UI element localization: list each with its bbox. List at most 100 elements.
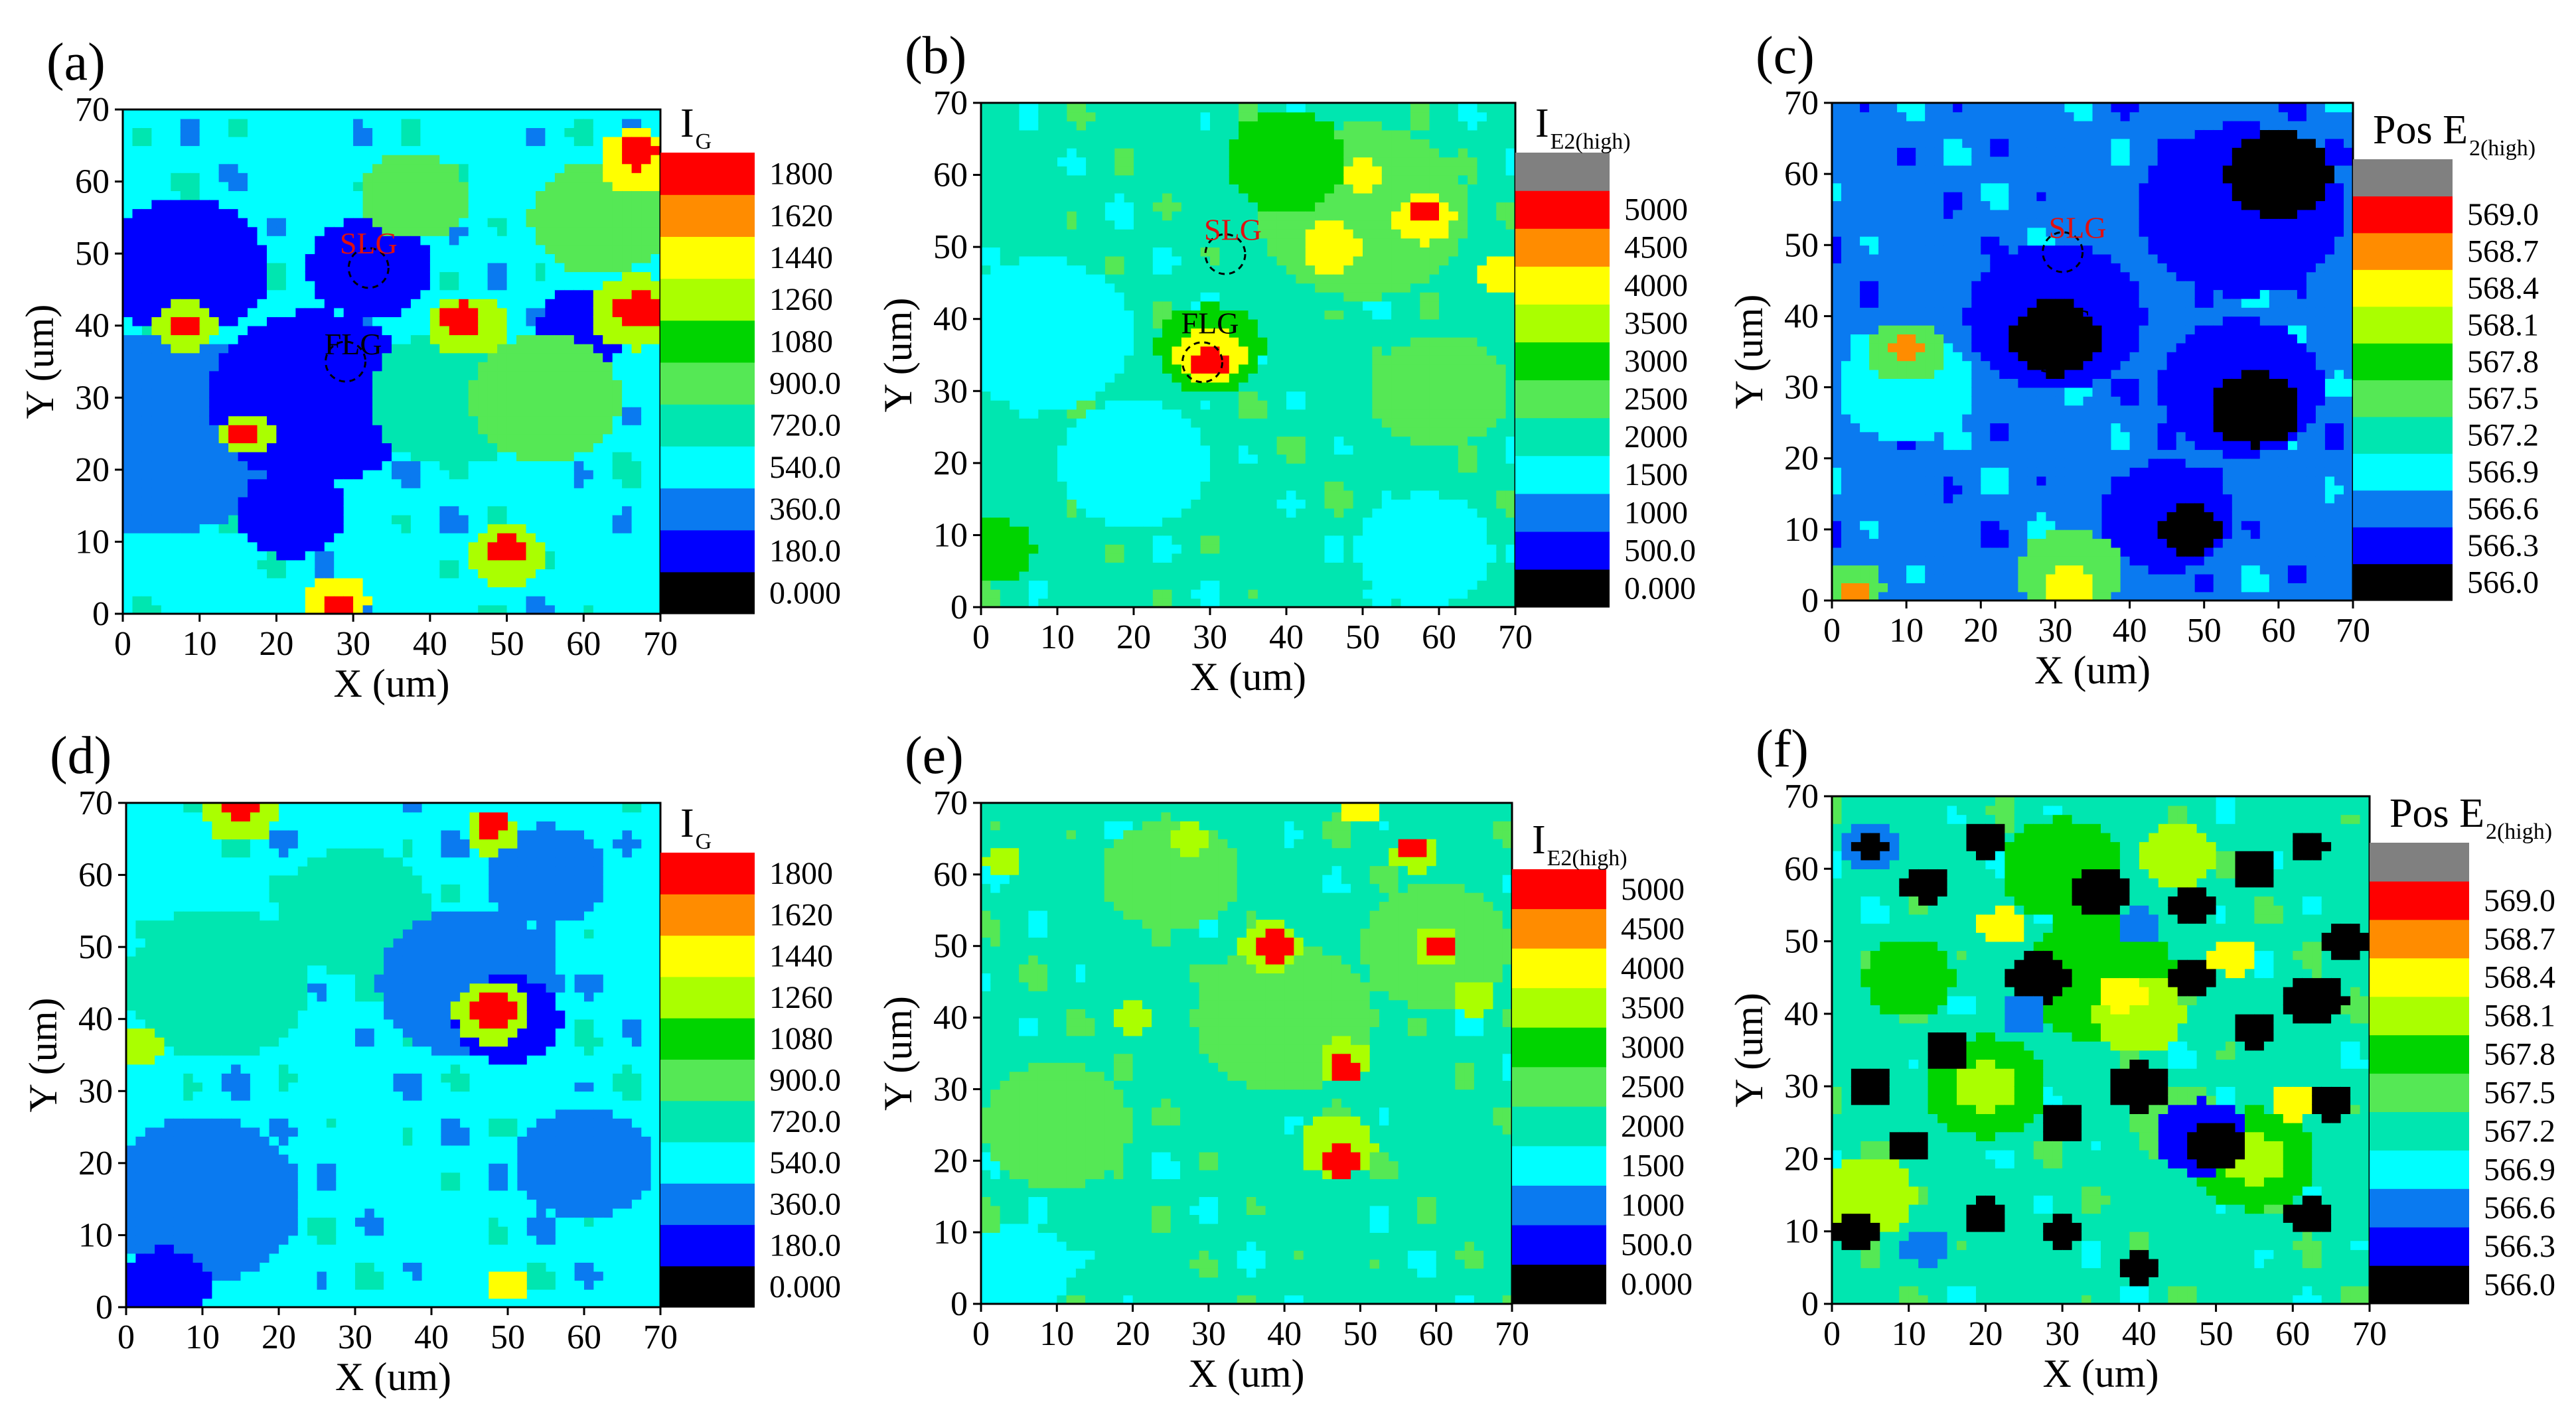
heatmap-cell xyxy=(429,317,441,326)
heatmap-cell xyxy=(1010,382,1020,392)
heatmap-cell xyxy=(631,362,642,372)
heatmap-cell xyxy=(1076,111,1087,121)
heatmap-cell xyxy=(218,317,229,326)
heatmap-cell xyxy=(981,147,992,158)
heatmap-cell xyxy=(285,307,297,317)
heatmap-cell xyxy=(171,488,181,498)
heatmap-cell xyxy=(1162,526,1173,536)
heatmap-cell xyxy=(141,569,153,579)
heatmap-cell xyxy=(990,103,1001,113)
y-tick-label: 70 xyxy=(75,91,110,129)
heatmap-cell xyxy=(622,569,633,579)
heatmap-cell xyxy=(506,577,517,588)
heatmap-cell xyxy=(420,451,431,462)
heatmap-cell xyxy=(622,433,633,443)
heatmap-cell xyxy=(305,469,316,480)
heatmap-cell xyxy=(1047,562,1058,572)
heatmap-cell xyxy=(612,362,623,372)
heatmap-cell xyxy=(1028,139,1039,149)
heatmap-cell xyxy=(545,208,556,218)
heatmap-cell xyxy=(1019,103,1029,113)
heatmap-cell xyxy=(459,271,469,281)
heatmap-cell xyxy=(276,208,287,218)
heatmap-cell xyxy=(1143,589,1154,599)
heatmap-cell xyxy=(1257,328,1268,338)
heatmap-cell xyxy=(295,506,306,516)
heatmap-cell xyxy=(449,488,460,498)
heatmap-cell xyxy=(990,121,1001,131)
heatmap-cell xyxy=(545,280,556,291)
heatmap-cell xyxy=(1200,292,1211,302)
heatmap-cell xyxy=(990,589,1001,599)
heatmap-cell xyxy=(981,175,992,184)
heatmap-cell xyxy=(410,307,421,317)
heatmap-cell xyxy=(429,532,441,543)
heatmap-cell xyxy=(161,532,172,543)
heatmap-cell xyxy=(1267,445,1278,455)
heatmap-cell xyxy=(123,352,133,362)
heatmap-cell xyxy=(583,506,594,516)
heatmap-cell xyxy=(1134,103,1144,113)
heatmap-cell xyxy=(1000,445,1010,455)
heatmap-cell xyxy=(1200,175,1211,184)
heatmap-cell xyxy=(622,460,633,470)
heatmap-cell xyxy=(353,334,364,344)
heatmap-cell xyxy=(151,334,162,344)
heatmap-cell xyxy=(1057,139,1068,149)
heatmap-cell xyxy=(420,127,431,137)
heatmap-cell xyxy=(981,273,992,284)
heatmap-cell xyxy=(1257,580,1268,590)
heatmap-cell xyxy=(506,587,517,597)
heatmap-cell xyxy=(564,217,575,228)
heatmap-cell xyxy=(199,397,210,407)
heatmap-cell xyxy=(295,163,306,173)
heatmap-cell xyxy=(362,163,373,173)
heatmap-cell xyxy=(468,397,479,407)
heatmap-cell xyxy=(990,238,1001,247)
heatmap-cell xyxy=(526,551,536,561)
heatmap-cell xyxy=(257,514,267,525)
heatmap-cell xyxy=(1010,445,1020,455)
heatmap-cell xyxy=(1257,247,1268,257)
heatmap-cell xyxy=(392,577,402,588)
heatmap-cell xyxy=(267,524,277,533)
heatmap-cell xyxy=(1219,129,1230,140)
heatmap-cell xyxy=(1172,436,1182,446)
heatmap-cell xyxy=(1010,472,1020,482)
heatmap-cell xyxy=(583,262,594,273)
heatmap-cell xyxy=(238,425,248,435)
heatmap-cell xyxy=(545,604,556,614)
heatmap-cell xyxy=(449,190,460,200)
heatmap-cell xyxy=(641,163,652,173)
heatmap-cell xyxy=(151,136,162,147)
heatmap-cell xyxy=(1086,273,1097,284)
heatmap-cell xyxy=(564,299,575,309)
heatmap-cell xyxy=(334,362,344,372)
heatmap-cell xyxy=(132,488,143,498)
heatmap-cell xyxy=(1086,562,1097,572)
heatmap-cell xyxy=(180,406,191,417)
heatmap-cell xyxy=(583,271,594,281)
heatmap-cell xyxy=(1028,382,1039,392)
heatmap-cell xyxy=(392,163,402,173)
heatmap-cell xyxy=(1200,445,1211,455)
heatmap-cell xyxy=(1010,427,1020,437)
heatmap-cell xyxy=(343,541,354,551)
heatmap-cell xyxy=(506,469,517,480)
heatmap-cell xyxy=(410,109,421,119)
heatmap-cell xyxy=(1134,445,1144,455)
heatmap-cell xyxy=(981,255,992,266)
heatmap-cell xyxy=(218,217,229,228)
heatmap-cell xyxy=(1248,157,1258,167)
heatmap-cell xyxy=(248,397,258,407)
heatmap-cell xyxy=(1114,418,1125,428)
heatmap-cell xyxy=(526,280,536,291)
heatmap-cell xyxy=(439,532,450,543)
heatmap-cell xyxy=(641,236,652,246)
heatmap-cell xyxy=(554,262,566,273)
heatmap-cell xyxy=(276,154,287,165)
heatmap-cell xyxy=(1124,580,1134,590)
heatmap-cell xyxy=(1162,328,1173,338)
heatmap-cell xyxy=(641,127,652,137)
heatmap-cell xyxy=(209,289,220,299)
